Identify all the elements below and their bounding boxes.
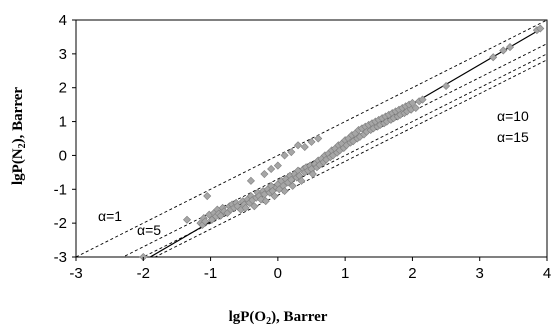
data-point <box>314 134 323 143</box>
y-tick-label: 2 <box>59 80 67 97</box>
data-point <box>442 81 451 91</box>
data-point <box>418 95 427 104</box>
x-tick-label: 0 <box>274 265 282 282</box>
data-point <box>536 24 545 33</box>
y-tick-label: 1 <box>59 114 67 131</box>
data-point <box>489 53 498 62</box>
data-point <box>505 43 515 52</box>
data-point <box>499 46 508 55</box>
y-tick-label: 4 <box>59 12 67 29</box>
data-point <box>280 186 289 196</box>
y-tick-label: 3 <box>59 46 67 63</box>
data-point <box>273 161 282 170</box>
data-point <box>260 170 269 179</box>
data-point <box>287 148 296 157</box>
x-axis-title: lgP(O2), Barrer <box>229 309 328 327</box>
x-tick-label: -3 <box>69 265 82 282</box>
data-point <box>297 176 306 185</box>
selectivity-line-2 <box>122 43 547 257</box>
data-points <box>139 24 545 262</box>
y-axis-title: lgP(N2), Barrer <box>10 87 28 185</box>
data-point <box>241 203 250 212</box>
data-point <box>288 181 297 190</box>
data-point <box>280 151 289 160</box>
data-point <box>308 170 317 179</box>
data-point <box>267 164 276 173</box>
plot-frame <box>75 19 548 258</box>
data-point <box>250 202 259 211</box>
data-point <box>182 215 192 224</box>
data-point <box>216 211 225 220</box>
line-label-2: α=5 <box>137 222 161 238</box>
y-tick-label: -3 <box>54 249 67 266</box>
y-tick-label: -1 <box>54 181 67 198</box>
x-tick-label: 1 <box>341 265 349 282</box>
x-tick-label: 3 <box>476 265 484 282</box>
data-point <box>408 98 417 107</box>
x-tick-label: 4 <box>543 265 551 282</box>
data-point <box>261 197 270 206</box>
line-label-3: α=10 <box>497 108 529 124</box>
data-point <box>270 192 279 201</box>
line-label-4: α=15 <box>497 129 529 145</box>
selectivity-line-4 <box>154 59 547 257</box>
line-labels: α=1 α=5 α=10 α=15 <box>98 108 529 238</box>
data-point <box>411 104 420 113</box>
reference-lines <box>76 20 547 257</box>
axis-layer <box>75 19 548 258</box>
x-tick-label: -2 <box>137 265 150 282</box>
data-point <box>300 142 309 151</box>
line-label-1: α=1 <box>98 208 122 224</box>
x-tick-label: 2 <box>408 265 416 282</box>
y-tick-label: 0 <box>59 147 67 164</box>
y-tick-label: -2 <box>54 215 67 232</box>
data-point <box>294 141 303 150</box>
data-point <box>307 137 316 146</box>
x-tick-label: -1 <box>204 265 217 282</box>
data-point <box>246 176 255 185</box>
tick-labels: -3 -2 -1 0 1 2 3 4 -3 -2 -1 0 1 2 3 4 <box>54 12 552 282</box>
data-point <box>203 192 212 201</box>
data-point <box>201 217 210 226</box>
